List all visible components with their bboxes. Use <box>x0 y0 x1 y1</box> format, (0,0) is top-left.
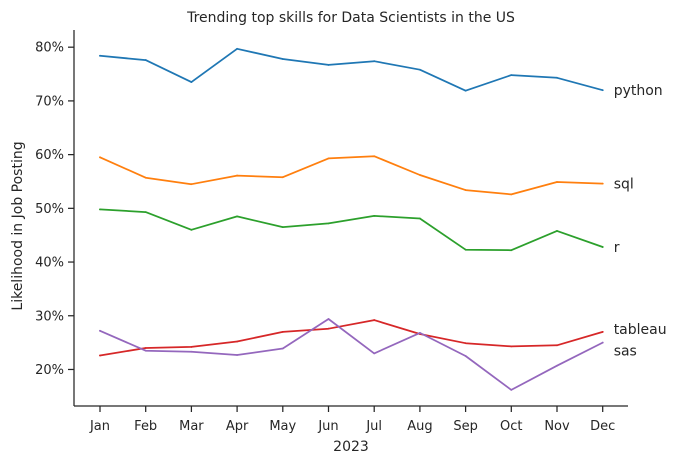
data-point-python <box>327 64 330 66</box>
data-point-sas <box>373 352 376 355</box>
y-tick-label: 80% <box>35 41 64 56</box>
data-point-tableau <box>281 330 284 333</box>
series-labels: python sql r tableau sas <box>614 83 667 359</box>
data-point-tableau <box>144 347 147 349</box>
data-point-python <box>281 58 284 60</box>
series-line-sql <box>99 155 604 196</box>
data-point-tableau <box>601 330 604 333</box>
y-tick-label: 20% <box>35 363 64 378</box>
data-point-sas <box>464 355 467 357</box>
y-tick-label: 40% <box>35 256 64 271</box>
x-tick-label: Apr <box>226 419 249 434</box>
data-point-r <box>556 229 558 232</box>
data-point-sql <box>190 183 193 186</box>
data-point-sas <box>556 364 558 367</box>
data-point-sas <box>236 354 239 356</box>
x-tick-label: Nov <box>544 419 570 434</box>
data-point-sql <box>419 174 421 176</box>
data-point-sql <box>464 189 467 191</box>
series-label-sql: sql <box>614 177 634 193</box>
data-point-sql <box>510 193 513 196</box>
data-point-r <box>144 211 147 213</box>
data-point-sql <box>236 174 239 177</box>
data-point-sas <box>144 349 147 352</box>
x-axis: Jan Feb Mar Apr May Jun Jul Aug Sep Oct Nov Dec <box>74 405 628 434</box>
series-label-python: python <box>614 83 663 99</box>
data-point-sql <box>556 181 558 183</box>
data-point-sas <box>601 341 604 344</box>
series-label-sas: sas <box>614 344 637 360</box>
x-tick-label: Sep <box>453 419 478 434</box>
data-point-tableau <box>99 354 101 357</box>
data-point-tableau <box>510 345 513 348</box>
series-line-r <box>99 208 604 252</box>
data-point-r <box>510 249 513 252</box>
data-point-r <box>281 226 284 229</box>
data-point-sas <box>327 318 330 320</box>
data-point-python <box>373 60 376 63</box>
data-point-sql <box>99 156 101 159</box>
series-label-tableau: tableau <box>614 322 667 338</box>
data-point-tableau <box>464 342 467 345</box>
y-axis: 20% 30% 40% 50% 60% 70% 80% <box>35 30 75 406</box>
x-tick-label: Dec <box>590 419 615 434</box>
data-point-tableau <box>556 344 558 347</box>
data-point-tableau <box>236 340 239 343</box>
data-point-sas <box>190 350 193 353</box>
data-point-sql <box>144 176 147 179</box>
data-point-python <box>556 76 558 79</box>
x-axis-label: 2023 <box>333 439 369 455</box>
chart-title: Trending top skills for Data Scientists … <box>186 10 515 26</box>
data-point-python <box>236 47 239 50</box>
data-point-python <box>464 89 467 92</box>
data-point-sas <box>281 347 284 350</box>
data-point-tableau <box>373 319 376 321</box>
data-point-r <box>190 228 193 231</box>
data-point-python <box>510 74 513 77</box>
x-tick-label: Jan <box>89 419 110 434</box>
data-point-sas <box>419 332 421 334</box>
series-line-python <box>99 47 604 92</box>
data-point-tableau <box>190 346 193 348</box>
data-point-sql <box>327 157 330 160</box>
y-tick-label: 70% <box>35 94 64 109</box>
data-point-python <box>419 68 421 71</box>
series-line-tableau <box>99 319 604 357</box>
data-point-sas <box>510 388 513 391</box>
x-tick-label: Feb <box>134 419 157 434</box>
y-tick-label: 50% <box>35 202 64 217</box>
data-point-sql <box>601 182 604 185</box>
data-point-tableau <box>327 327 330 330</box>
x-tick-label: Oct <box>500 419 522 434</box>
x-tick-label: Jul <box>365 419 382 434</box>
series-label-r: r <box>614 240 620 256</box>
x-tick-label: Aug <box>407 419 432 434</box>
data-point-r <box>236 215 239 218</box>
data-point-sas <box>99 329 101 332</box>
data-point-sql <box>373 155 376 158</box>
data-point-python <box>601 89 604 92</box>
data-point-r <box>373 214 376 217</box>
y-tick-label: 30% <box>35 309 64 324</box>
x-tick-label: May <box>269 419 296 434</box>
series-line-sas <box>99 318 604 391</box>
data-point-python <box>190 81 193 84</box>
data-point-r <box>601 246 604 248</box>
data-point-r <box>99 208 101 211</box>
x-tick-label: Jun <box>317 419 338 434</box>
series-group <box>99 47 604 391</box>
x-tick-label: Mar <box>179 419 204 434</box>
y-tick-label: 60% <box>35 148 64 163</box>
data-point-python <box>99 54 101 57</box>
data-point-r <box>327 222 330 225</box>
data-point-sql <box>281 176 284 179</box>
data-point-r <box>464 248 467 251</box>
y-axis-label: Likelihood in Job Posting <box>10 141 26 310</box>
data-point-r <box>419 217 421 220</box>
data-point-python <box>144 59 147 61</box>
